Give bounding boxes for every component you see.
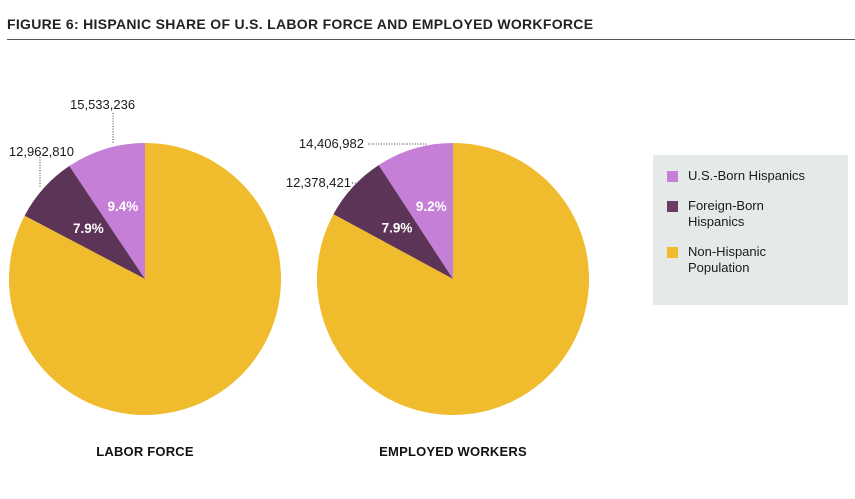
- callout-count-foreign-born: 12,378,421: [286, 175, 351, 190]
- legend-item-foreign-born: Foreign-Born Hispanics: [667, 198, 836, 230]
- pie-slice-foreign-born: [24, 166, 145, 279]
- pie-slice-pct-label: 9.2%: [416, 199, 447, 214]
- pie-slice-non-hispanic: [8, 143, 281, 416]
- title-divider: [7, 39, 855, 40]
- pie-title: EMPLOYED WORKERS: [379, 444, 527, 459]
- pie-slice-pct-label: 7.9%: [382, 220, 413, 235]
- callout-count-foreign-born: 12,962,810: [9, 144, 74, 159]
- pie-slice-us-born: [69, 143, 145, 279]
- legend: U.S.-Born Hispanics Foreign-Born Hispani…: [653, 155, 848, 305]
- pie-slice-us-born: [378, 143, 453, 279]
- callout-count-us-born: 15,533,236: [70, 97, 135, 112]
- legend-label-non-hispanic: Non-Hispanic Population: [688, 244, 767, 275]
- pie-slice-pct-label: 7.9%: [73, 221, 104, 236]
- pie-employed-workers: 9.2%7.9% 14,406,982 12,378,421 EMPLOYED WOR…: [286, 136, 589, 459]
- legend-swatch-us-born: [667, 171, 678, 182]
- pie-slice-non-hispanic: [317, 143, 589, 415]
- pie-labor-force: 9.4%7.9% 15,533,236 12,962,810 LABOR FORCE: [9, 97, 281, 459]
- legend-item-us-born: U.S.-Born Hispanics: [667, 168, 836, 184]
- legend-swatch-non-hispanic: [667, 247, 678, 258]
- legend-label-us-born: U.S.-Born Hispanics: [688, 168, 806, 183]
- figure-title: FIGURE 6: HISPANIC SHARE OF U.S. LABOR F…: [7, 16, 594, 32]
- callout-count-us-born: 14,406,982: [299, 136, 364, 151]
- pie-slice-foreign-born: [333, 165, 453, 279]
- legend-item-non-hispanic: Non-Hispanic Population: [667, 244, 836, 276]
- pie-slice-pct-label: 9.4%: [107, 199, 138, 214]
- legend-swatch-foreign-born: [667, 201, 678, 212]
- legend-label-foreign-born: Foreign-Born Hispanics: [688, 198, 764, 229]
- pie-title: LABOR FORCE: [96, 444, 194, 459]
